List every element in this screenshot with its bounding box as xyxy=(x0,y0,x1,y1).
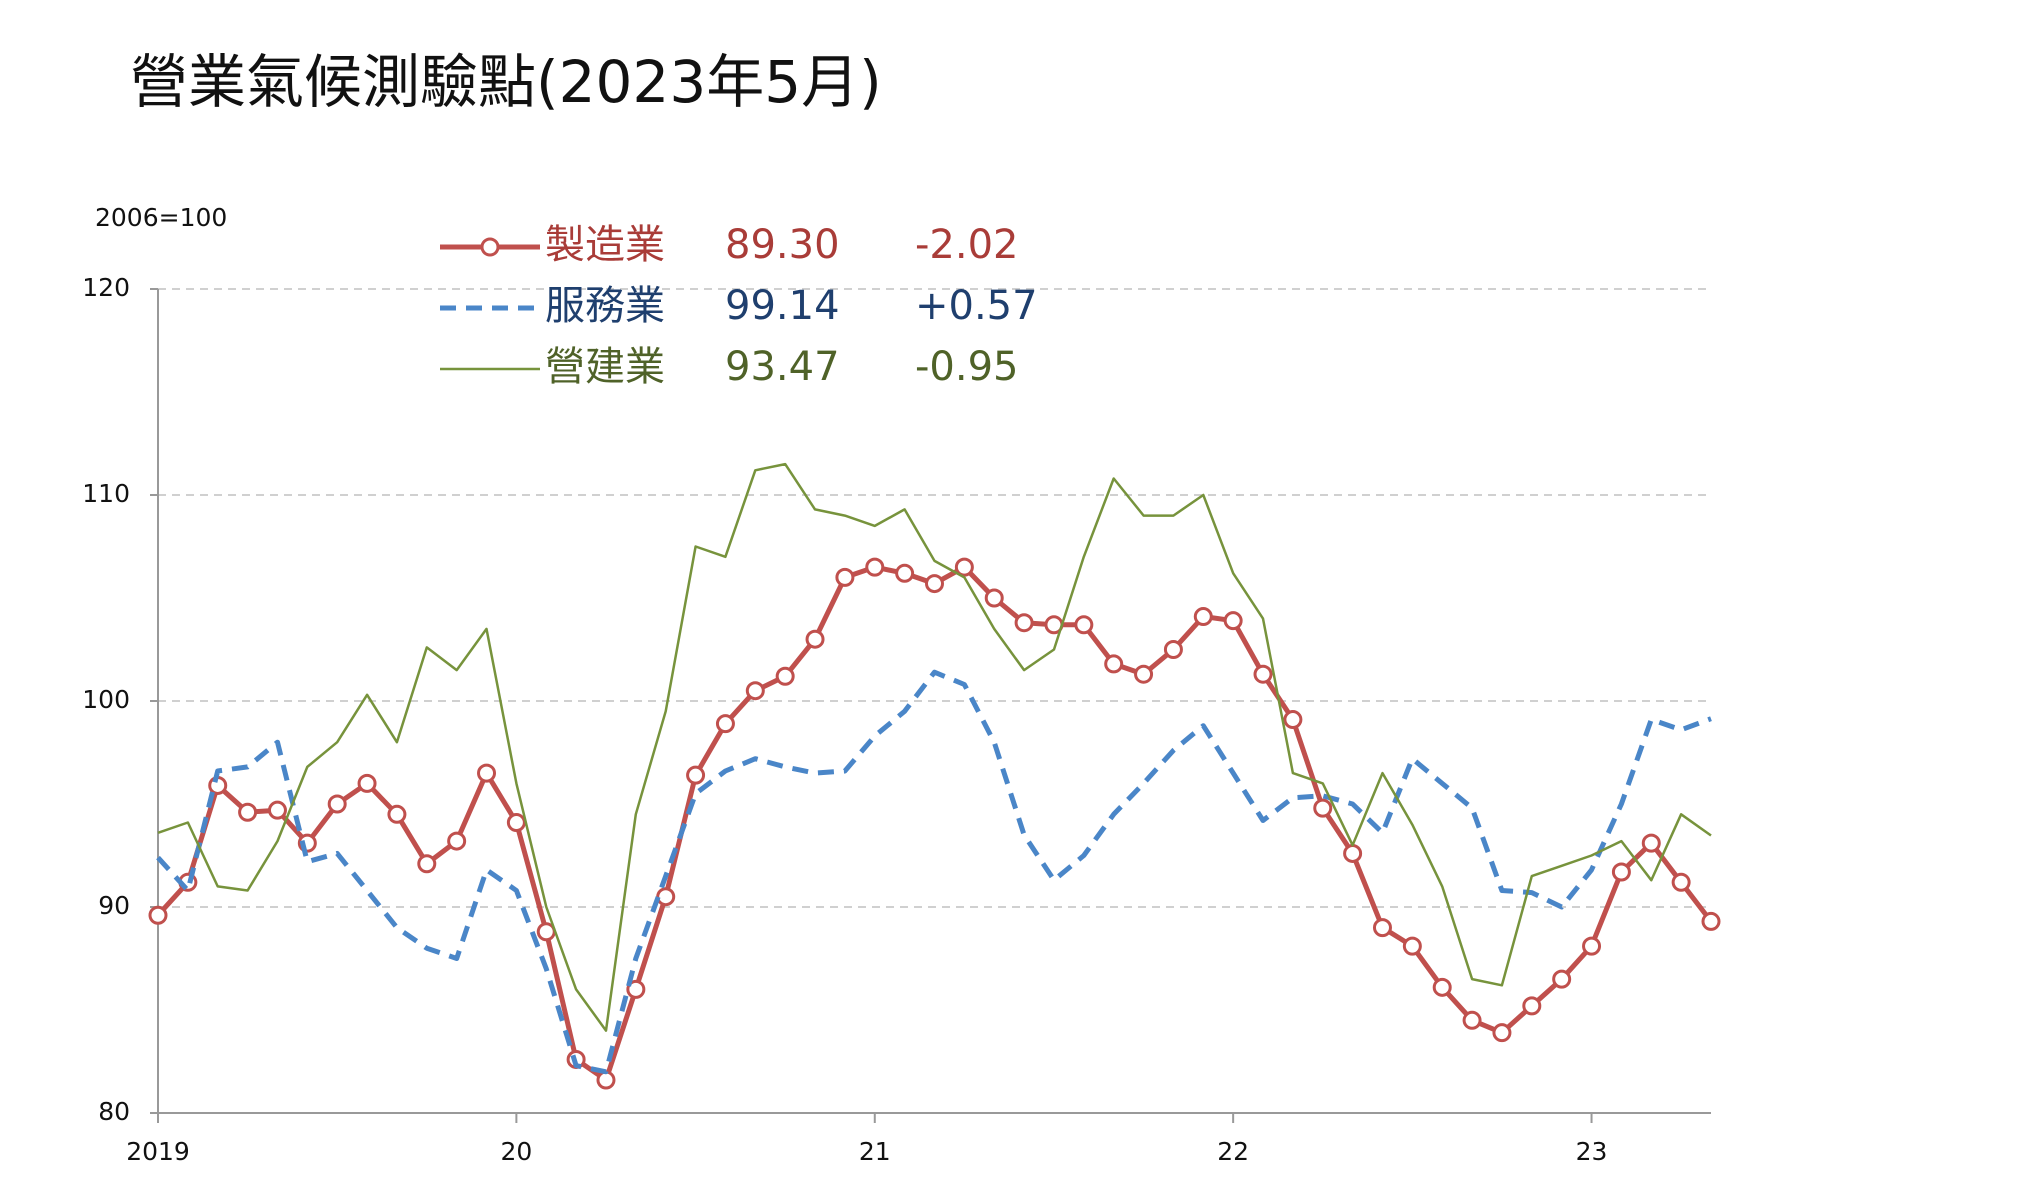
data-point xyxy=(925,574,944,594)
legend-label: 服務業 xyxy=(545,283,665,329)
data-point xyxy=(835,567,855,587)
data-point xyxy=(715,714,735,734)
data-point xyxy=(1522,996,1542,1016)
legend-label: 營建業 xyxy=(545,344,665,390)
data-point xyxy=(327,794,347,814)
data-point xyxy=(686,765,706,785)
legend-latest: 93.47 xyxy=(725,344,840,390)
data-point xyxy=(1492,1023,1512,1043)
data-point xyxy=(656,887,676,907)
series-line xyxy=(156,669,1712,1075)
data-point xyxy=(865,557,885,577)
data-point xyxy=(238,802,258,822)
data-point xyxy=(626,979,646,999)
x-tick-label: 2019 xyxy=(126,1137,190,1166)
data-point xyxy=(1611,862,1631,882)
data-point xyxy=(1372,918,1392,938)
data-point xyxy=(447,831,467,851)
data-point xyxy=(477,763,497,783)
y-tick-label: 120 xyxy=(82,273,130,302)
legend-label: 製造業 xyxy=(545,222,665,268)
legend-latest: 99.14 xyxy=(725,283,840,329)
data-point xyxy=(895,563,915,583)
legend-change: +0.57 xyxy=(915,283,1038,329)
data-point xyxy=(1343,843,1363,863)
data-point xyxy=(596,1070,616,1090)
data-point xyxy=(1104,654,1124,674)
data-point xyxy=(1432,977,1452,997)
legend-latest: 89.30 xyxy=(725,222,840,268)
data-point xyxy=(1223,611,1243,631)
data-point xyxy=(745,681,765,701)
data-point xyxy=(417,854,437,874)
y-tick-label: 80 xyxy=(98,1097,130,1126)
data-point xyxy=(805,629,825,649)
y-tick-label: 90 xyxy=(98,891,130,920)
data-point xyxy=(387,804,407,824)
chart-title: 營業氣候測驗點(2023年5月) xyxy=(130,48,882,116)
y-unit: 2006=100 xyxy=(95,203,227,232)
x-tick-label: 22 xyxy=(1217,1137,1249,1166)
legend-marker xyxy=(480,237,500,257)
data-point xyxy=(1402,936,1422,956)
data-point xyxy=(1074,615,1094,635)
data-point xyxy=(1582,936,1602,956)
data-point xyxy=(1701,911,1721,931)
x-tick-label: 23 xyxy=(1576,1137,1608,1166)
series-line xyxy=(157,462,1712,1032)
data-point xyxy=(1193,607,1213,627)
data-point xyxy=(1671,872,1691,892)
data-point xyxy=(954,557,974,577)
data-point xyxy=(1641,833,1661,853)
x-tick-label: 21 xyxy=(859,1137,891,1166)
data-point xyxy=(506,813,526,833)
data-point xyxy=(357,773,377,793)
data-point xyxy=(1014,613,1034,633)
x-tick-label: 20 xyxy=(500,1137,532,1166)
y-tick-label: 110 xyxy=(82,479,130,508)
legend-change: -0.95 xyxy=(915,344,1019,390)
legend-change: -2.02 xyxy=(915,222,1019,268)
data-point xyxy=(775,666,795,686)
data-point xyxy=(1163,640,1183,659)
data-point xyxy=(148,905,168,925)
data-point xyxy=(984,588,1004,608)
data-point xyxy=(1313,798,1333,818)
data-point xyxy=(1283,710,1303,730)
data-point xyxy=(1134,664,1154,684)
data-point xyxy=(267,800,287,820)
data-point xyxy=(1552,969,1572,989)
data-point xyxy=(536,922,556,942)
data-point xyxy=(1253,664,1273,684)
data-point xyxy=(1462,1010,1482,1030)
y-tick-label: 100 xyxy=(82,685,130,714)
